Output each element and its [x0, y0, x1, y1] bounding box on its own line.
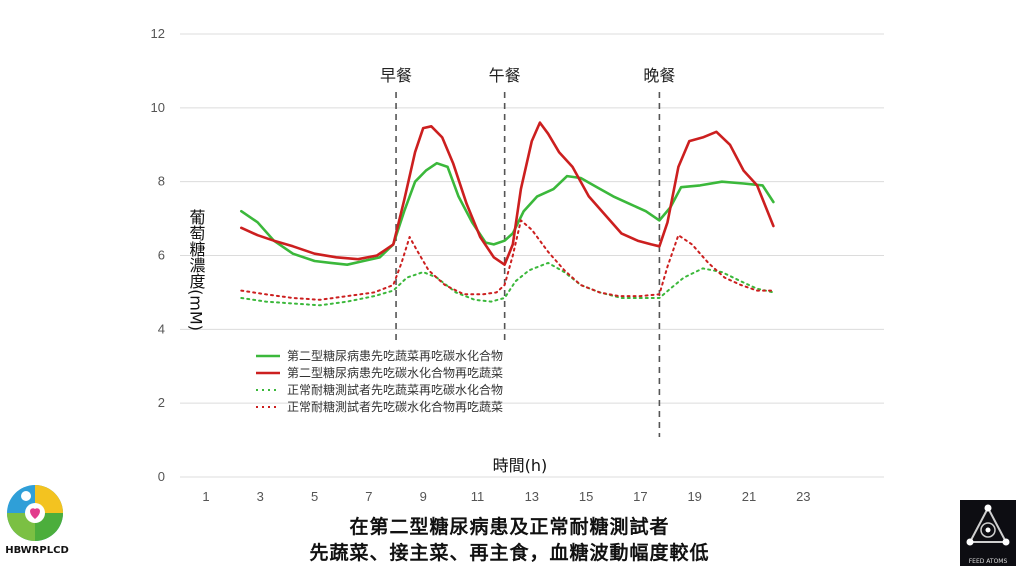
meal-label: 午餐	[489, 66, 521, 85]
x-axis-ticks: 1 3 5 7 9 11 13 15 17 19 21 23	[202, 489, 810, 504]
feed-atoms-logo-label: FEED ATOMS	[968, 558, 1008, 565]
x-axis-title: 時間(h)	[493, 456, 548, 475]
gridlines	[180, 33, 884, 478]
caption-line-2: 先蔬菜、接主菜、再主食，血糖波動幅度較低	[309, 542, 710, 564]
y-tick-label: 6	[158, 248, 165, 263]
legend: 第二型糖尿病患先吃蔬菜再吃碳水化合物第二型糖尿病患先吃碳水化合物再吃蔬菜正常耐糖…	[256, 348, 503, 414]
x-tick-label: 5	[311, 489, 318, 504]
y-tick-label: 10	[151, 100, 165, 115]
caption-line-1: 在第二型糖尿病患及正常耐糖測試者	[349, 516, 670, 538]
y-axis-title: 葡萄糖濃度(mM)	[187, 209, 206, 331]
x-tick-label: 19	[687, 489, 701, 504]
series-line-1	[240, 161, 775, 266]
series-lines	[240, 121, 775, 307]
hbwrplcd-emblem-icon	[7, 485, 63, 541]
x-tick-label: 13	[525, 489, 539, 504]
series-line-2	[240, 121, 775, 266]
y-axis-ticks: 0 2 4 6 8 10 12	[151, 26, 165, 484]
x-tick-label: 1	[202, 489, 209, 504]
legend-label: 第二型糖尿病患先吃碳水化合物再吃蔬菜	[287, 365, 503, 380]
feed-atoms-logo: FEED ATOMS	[960, 500, 1016, 566]
x-tick-label: 11	[471, 489, 485, 504]
series-line-3	[240, 261, 775, 307]
x-tick-label: 23	[796, 489, 810, 504]
meal-label: 晚餐	[643, 66, 675, 85]
legend-label: 正常耐糖測試者先吃碳水化合物再吃蔬菜	[287, 399, 503, 414]
hbwrplcd-logo: HBWRPLCD	[2, 484, 70, 566]
legend-label: 第二型糖尿病患先吃蔬菜再吃碳水化合物	[287, 348, 503, 363]
y-tick-label: 12	[151, 26, 165, 41]
y-tick-label: 8	[158, 174, 165, 189]
x-tick-label: 21	[742, 489, 756, 504]
hbwrplcd-logo-label: HBWRPLCD	[5, 545, 69, 556]
meal-label: 早餐	[380, 66, 412, 85]
y-tick-label: 0	[158, 469, 165, 484]
legend-label: 正常耐糖測試者先吃蔬菜再吃碳水化合物	[287, 382, 503, 397]
y-tick-label: 2	[158, 395, 165, 410]
x-tick-label: 7	[365, 489, 372, 504]
x-tick-label: 3	[257, 489, 264, 504]
y-tick-label: 4	[158, 321, 165, 336]
x-tick-label: 15	[579, 489, 593, 504]
feed-atoms-emblem-icon	[966, 504, 1010, 546]
x-tick-label: 9	[420, 489, 427, 504]
series-line-4	[240, 219, 775, 301]
meal-markers: 早餐 午餐 晚餐	[380, 66, 675, 437]
x-tick-label: 17	[633, 489, 647, 504]
